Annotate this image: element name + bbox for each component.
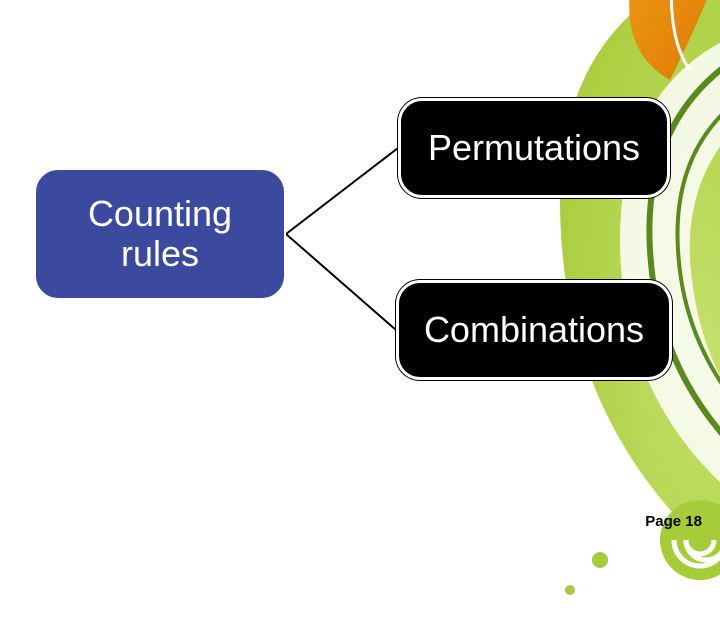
node-permutations-label: Permutations bbox=[428, 128, 640, 168]
edge-root-combinations bbox=[286, 234, 396, 330]
edge-root-permutations bbox=[286, 148, 398, 234]
page-number: Page 18 bbox=[645, 513, 702, 530]
node-counting-rules: Countingrules bbox=[34, 168, 286, 300]
node-combinations-label: Combinations bbox=[424, 310, 644, 350]
node-root-label: Countingrules bbox=[88, 194, 232, 273]
node-combinations: Combinations bbox=[396, 280, 672, 380]
node-permutations: Permutations bbox=[398, 98, 670, 198]
